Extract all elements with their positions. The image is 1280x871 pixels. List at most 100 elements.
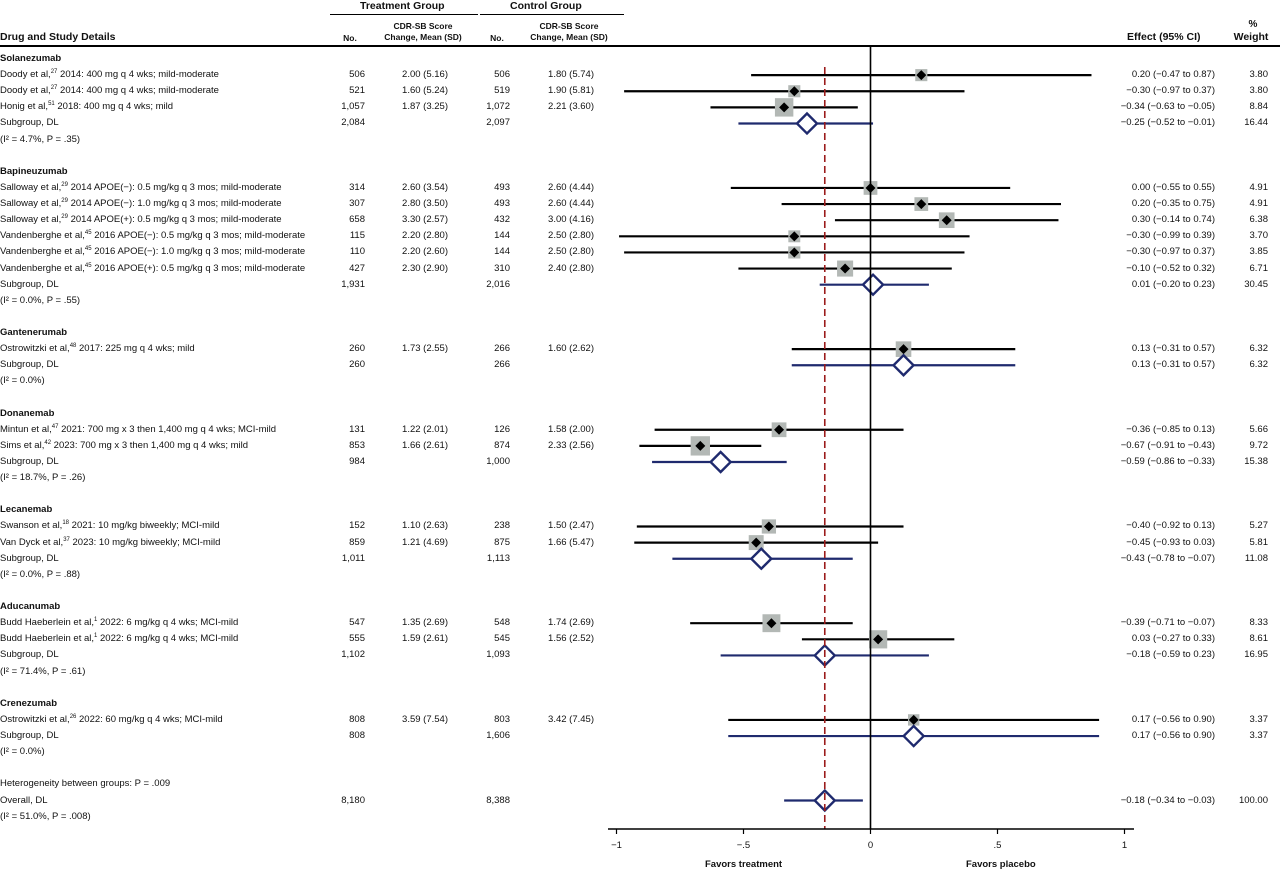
control-n: 1,000 — [486, 456, 510, 467]
treatment-mean-sd: 2.30 (2.90) — [402, 262, 448, 274]
point-estimate — [789, 231, 800, 242]
control-mean-sd: 2.60 (4.44) — [548, 181, 594, 193]
treatment-mean-sd: 1.60 (5.24) — [402, 85, 448, 97]
weight-value: 4.91 — [1249, 198, 1269, 210]
treatment-n: 658 — [349, 214, 365, 226]
treatment-n: 260 — [349, 343, 365, 355]
control-n: 548 — [494, 617, 510, 629]
control-n: 1,072 — [486, 101, 510, 113]
reference-number: 27 — [50, 85, 58, 92]
control-mean-sd: 1.90 (5.81) — [548, 85, 594, 97]
treatment-n: 1,931 — [341, 278, 365, 290]
x-axis-label-left: Favors treatment — [705, 859, 783, 870]
effect-ci: −0.10 (−0.52 to 0.32) — [1126, 262, 1215, 274]
treatment-mean-sd: 2.20 (2.80) — [402, 230, 448, 242]
treatment-n: 555 — [349, 633, 365, 645]
point-estimate — [908, 714, 919, 725]
pooled-diamond — [795, 111, 819, 136]
control-n: 545 — [494, 633, 510, 645]
control-mean-sd: 3.00 (4.16) — [548, 214, 594, 226]
point-estimate — [916, 70, 927, 81]
effect-column-header: Effect (95% CI) — [1127, 31, 1201, 43]
treatment-n: 859 — [349, 536, 365, 548]
weight-value: 3.37 — [1249, 713, 1269, 725]
study-detail: 2016 APOE(+): 0.5 mg/kg q 3 mos; mild-mo… — [91, 262, 306, 274]
weight-value: 8.33 — [1249, 617, 1269, 629]
treatment-mean-sd: 2.20 (2.60) — [402, 246, 448, 258]
effect-ci: −0.25 (−0.52 to −0.01) — [1120, 117, 1215, 129]
drug-group-label: Solanezumab — [0, 53, 62, 64]
study-label: Salloway et al,29 2014 APOE(−): 1.0 mg/k… — [0, 198, 282, 210]
effect-ci: −0.40 (−0.92 to 0.13) — [1126, 520, 1215, 532]
study-detail: 2023: 10 mg/kg biweekly; MCI-mild — [69, 536, 221, 548]
treatment-mean-sd: 2.60 (3.54) — [402, 181, 448, 193]
weight-value: 5.66 — [1249, 423, 1269, 435]
treatment-mean-sd: 1.73 (2.55) — [402, 343, 448, 355]
effect-ci: −0.67 (−0.91 to −0.43) — [1120, 439, 1215, 451]
treatment-mean-sd: 2.00 (5.16) — [402, 69, 448, 81]
weight-value: 3.70 — [1249, 230, 1269, 242]
point-estimate — [941, 215, 952, 226]
control-n: 493 — [494, 181, 510, 193]
weight-value: 5.27 — [1249, 520, 1269, 532]
study-label: Salloway et al,29 2014 APOE(−): 0.5 mg/k… — [0, 182, 282, 194]
weight-value: 100.00 — [1238, 794, 1268, 806]
reference-number: 27 — [50, 68, 58, 75]
effect-ci: −0.34 (−0.63 to −0.05) — [1120, 101, 1215, 113]
treatment-n: 260 — [349, 359, 365, 371]
effect-ci: 0.13 (−0.31 to 0.57) — [1131, 343, 1215, 355]
effect-ci: −0.18 (−0.34 to −0.03) — [1120, 794, 1215, 806]
study-detail: 2023: 700 mg x 3 then 1,400 mg q 4 wks; … — [51, 439, 249, 451]
control-n: 310 — [494, 262, 510, 274]
weight-value: 16.44 — [1244, 117, 1268, 129]
heterogeneity-label: (I² = 4.7%, P = .35) — [0, 133, 81, 145]
reference-number: 45 — [84, 246, 92, 253]
study-author: Vandenberghe et al, — [0, 246, 85, 258]
study-author: Vandenberghe et al, — [0, 262, 85, 274]
subgroup-label: Subgroup, DL — [0, 359, 59, 371]
control-mean-sd: 2.60 (4.44) — [548, 198, 594, 210]
study-author: Honig et al, — [0, 101, 49, 113]
weight-value: 3.85 — [1249, 246, 1269, 258]
pooled-diamond — [901, 724, 926, 748]
pooled-diamond — [708, 450, 733, 474]
study-label: Van Dyck et al,37 2023: 10 mg/kg biweekl… — [0, 536, 221, 549]
point-estimate — [789, 247, 800, 258]
subgroup-label: Subgroup, DL — [0, 730, 59, 742]
weight-value: 4.91 — [1249, 181, 1269, 193]
effect-ci: −0.30 (−0.97 to 0.37) — [1126, 246, 1215, 258]
treatment-n: 1,102 — [341, 649, 365, 661]
control-mean-sd: 2.40 (2.80) — [548, 262, 594, 274]
weight-value: 6.71 — [1249, 262, 1269, 274]
control-n: 8,388 — [486, 794, 510, 806]
effect-ci: 0.17 (−0.56 to 0.90) — [1131, 713, 1215, 725]
weight-value: 15.38 — [1244, 456, 1268, 467]
x-tick-label: .5 — [994, 840, 1002, 851]
treatment-n: 984 — [349, 456, 365, 467]
effect-ci: 0.13 (−0.31 to 0.57) — [1131, 359, 1215, 371]
control-mean-sd: 1.74 (2.69) — [548, 617, 594, 629]
effect-ci: 0.17 (−0.56 to 0.90) — [1131, 730, 1215, 742]
study-label: Doody et al,27 2014: 400 mg q 4 wks; mil… — [0, 69, 219, 81]
treatment-n: 808 — [349, 713, 365, 725]
heterogeneity-label: (I² = 0.0%, P = .55) — [0, 294, 81, 306]
study-author: Salloway et al, — [0, 214, 62, 226]
study-label: Honig et al,51 2018: 400 mg q 4 wks; mil… — [0, 101, 173, 113]
weight-value: 8.84 — [1249, 101, 1269, 113]
study-detail: 2014: 400 mg q 4 wks; mild-moderate — [57, 85, 219, 97]
study-author: Salloway et al, — [0, 181, 62, 193]
effect-ci: −0.30 (−0.97 to 0.37) — [1126, 85, 1215, 97]
treatment-score-header-1: CDR-SB Score — [393, 21, 453, 31]
treatment-mean-sd: 1.10 (2.63) — [402, 520, 448, 532]
treatment-mean-sd: 1.66 (2.61) — [402, 439, 448, 451]
control-score-header-1: CDR-SB Score — [539, 21, 599, 31]
heterogeneity-label: (I² = 0.0%, P = .88) — [0, 568, 81, 580]
point-estimate — [916, 199, 927, 210]
treatment-n: 110 — [349, 246, 365, 258]
treatment-n: 1,057 — [341, 101, 365, 113]
weight-value: 3.37 — [1249, 730, 1269, 742]
x-tick-label: −.5 — [737, 840, 750, 851]
weight-value: 5.81 — [1249, 536, 1269, 548]
control-mean-sd: 2.21 (3.60) — [548, 101, 594, 113]
treatment-n: 2,084 — [341, 117, 365, 129]
